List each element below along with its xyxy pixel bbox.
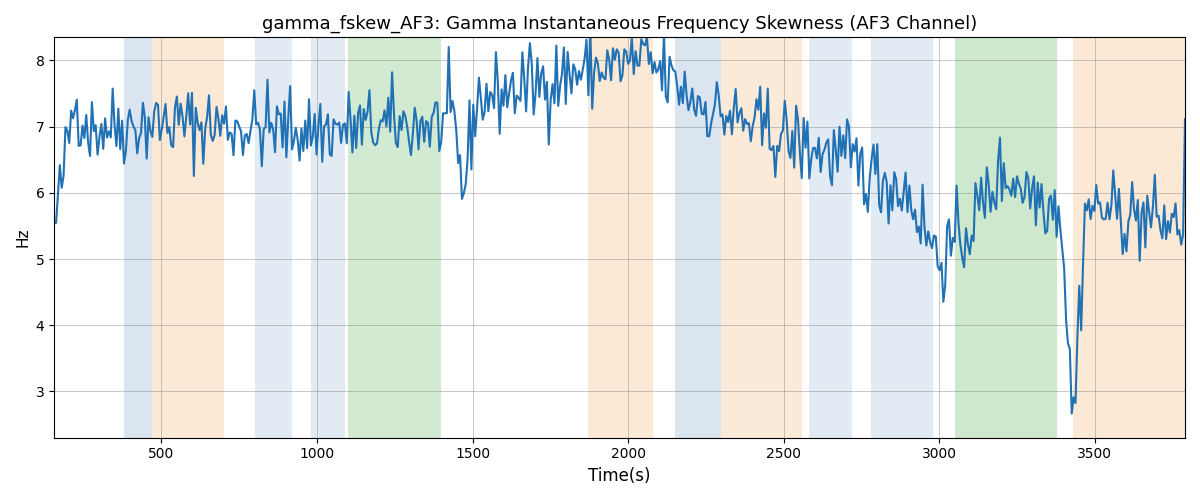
Bar xyxy=(809,38,852,438)
Bar xyxy=(124,38,152,438)
Bar xyxy=(674,38,721,438)
X-axis label: Time(s): Time(s) xyxy=(588,467,650,485)
Bar xyxy=(955,38,1057,438)
Bar xyxy=(1073,38,1186,438)
Title: gamma_fskew_AF3: Gamma Instantaneous Frequency Skewness (AF3 Channel): gamma_fskew_AF3: Gamma Instantaneous Fre… xyxy=(262,15,977,34)
Bar xyxy=(588,38,653,438)
Bar xyxy=(152,38,223,438)
Bar xyxy=(254,38,292,438)
Bar xyxy=(721,38,803,438)
Y-axis label: Hz: Hz xyxy=(16,228,30,248)
Bar xyxy=(871,38,934,438)
Bar xyxy=(311,38,346,438)
Bar xyxy=(348,38,442,438)
